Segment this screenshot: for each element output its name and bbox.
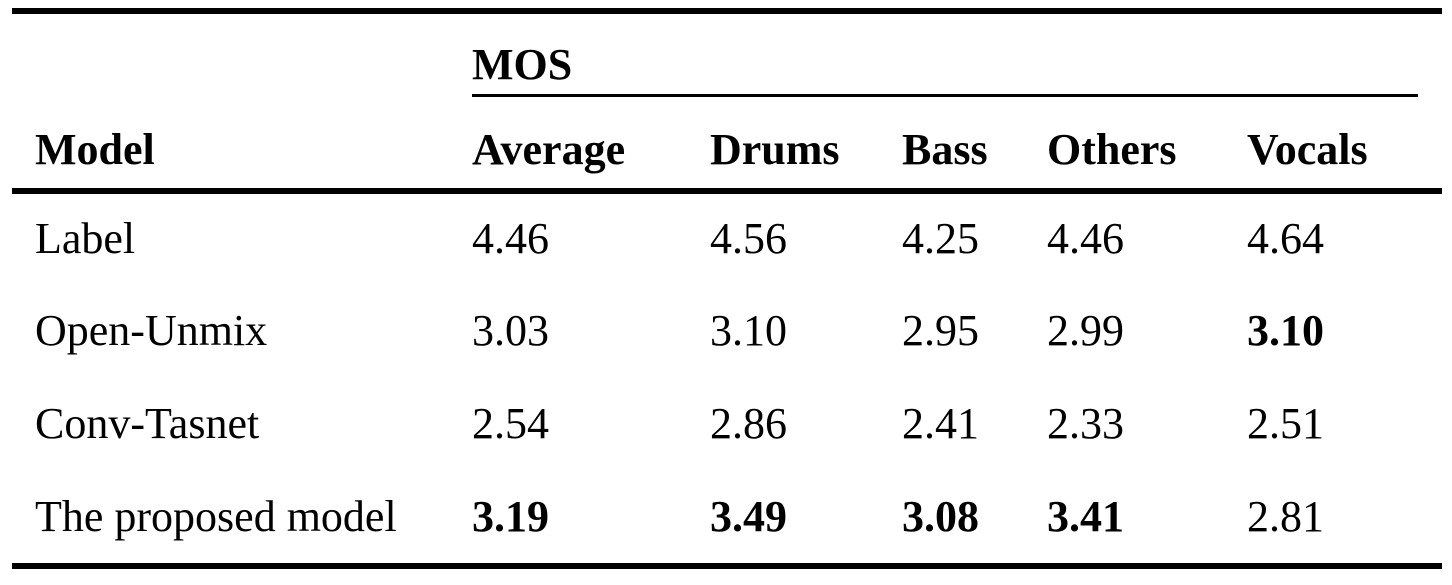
column-header-bass: Bass [902,97,1047,194]
column-header-drums: Drums [710,97,902,194]
score-cell: 3.49 [710,491,787,541]
score-cell: 3.03 [472,305,549,355]
score-cell: 2.41 [902,398,979,448]
table-row: Conv-Tasnet 2.54 2.86 2.41 2.33 2.51 [12,377,1442,470]
column-header-average: Average [472,97,710,194]
column-header-vocals: Vocals [1247,97,1443,194]
score-cell: 2.95 [902,305,979,355]
score-cell: 3.19 [472,491,549,541]
score-cell: 4.56 [710,214,787,263]
score-cell: 2.86 [710,398,787,448]
score-cell: 2.54 [472,398,549,448]
group-header-row: MOS [12,14,1442,97]
score-cell: 4.46 [472,214,549,263]
mos-group-underline: MOS [472,40,1419,97]
table-row: The proposed model 3.19 3.49 3.08 3.41 2.81 [12,470,1442,563]
score-cell: 3.10 [1247,305,1324,355]
score-cell: 3.41 [1047,491,1124,541]
score-cell: 2.81 [1247,491,1324,541]
group-header-label: MOS [472,40,573,89]
model-name-cell: The proposed model [35,491,397,541]
score-cell: 2.99 [1047,305,1124,355]
column-header-row: Model Average Drums Bass Others Vocals [12,97,1443,194]
score-cell: 4.46 [1047,214,1124,263]
score-cell: 2.51 [1247,398,1324,448]
model-name-cell: Conv-Tasnet [35,398,260,448]
model-name-cell: Label [35,214,136,263]
model-name-cell: Open-Unmix [35,305,268,355]
score-cell: 4.25 [902,214,979,263]
group-header-spacer [12,14,472,97]
table-row: Open-Unmix 3.03 3.10 2.95 2.99 3.10 [12,284,1442,377]
table-row: Label 4.46 4.56 4.25 4.46 4.64 [12,191,1442,284]
score-cell: 2.33 [1047,398,1124,448]
column-header-others: Others [1047,97,1247,194]
score-cell: 3.10 [710,305,787,355]
column-header-model: Model [12,97,472,194]
mos-table: MOS Model Average Drums Bass Others Voca… [12,14,1443,563]
mos-results-table: MOS Model Average Drums Bass Others Voca… [12,8,1443,569]
score-cell: 4.64 [1247,214,1324,263]
score-cell: 3.08 [902,491,979,541]
table-body: Label 4.46 4.56 4.25 4.46 4.64 Open-Unmix 3.03 3… [12,191,1442,563]
group-header-cell: MOS [472,14,1442,97]
